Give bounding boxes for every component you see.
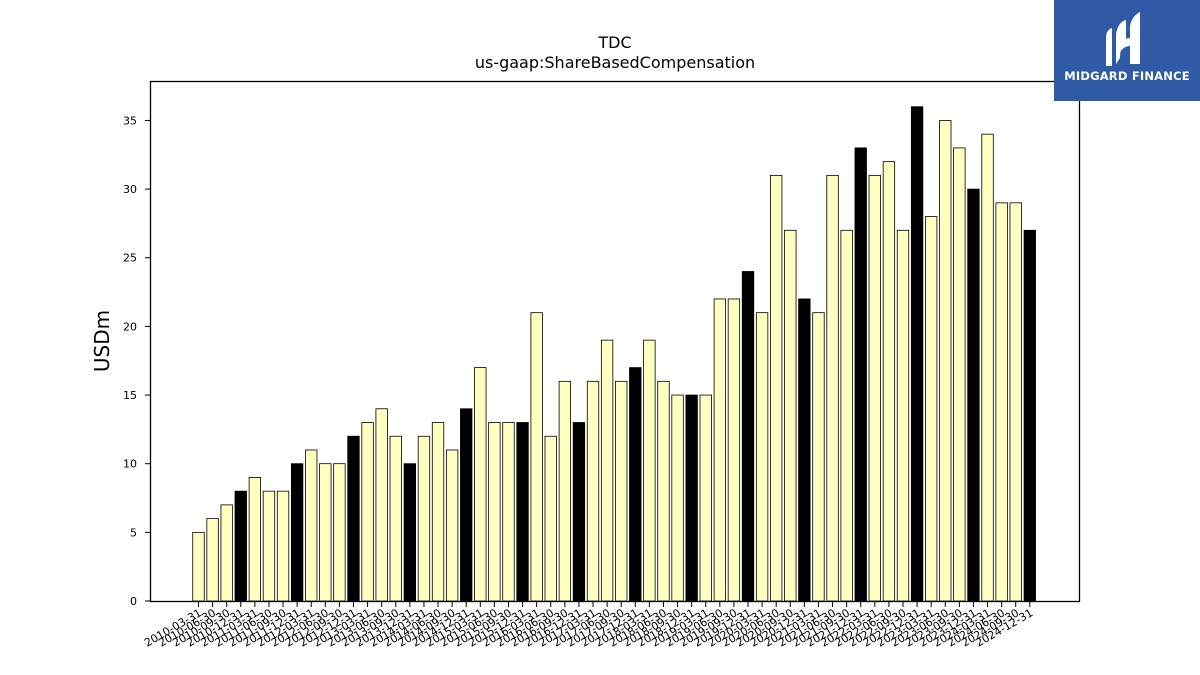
bar-2019-03-31 xyxy=(699,394,712,602)
bar-2012-12-31 xyxy=(347,435,360,602)
bar-2020-09-30 xyxy=(784,229,797,602)
bar-2021-09-30 xyxy=(840,229,853,602)
bar-2024-06-30 xyxy=(995,202,1008,602)
bar-2018-12-31 xyxy=(685,394,698,602)
bar-2011-03-31 xyxy=(248,477,262,602)
bar-2018-06-30 xyxy=(657,380,670,602)
bar-2020-03-31 xyxy=(755,312,769,602)
bar-2013-06-30 xyxy=(375,408,388,602)
bar-2013-09-30 xyxy=(389,435,402,602)
bar-2014-03-31 xyxy=(417,435,431,602)
y-tick-label: 20 xyxy=(123,320,137,333)
bar-2016-12-31 xyxy=(572,422,586,602)
bar-2023-03-31 xyxy=(925,216,938,602)
bar-2022-03-31 xyxy=(868,174,881,602)
y-tick-label: 15 xyxy=(123,389,137,402)
bar-2011-12-31 xyxy=(290,463,304,602)
bar-2021-03-31 xyxy=(812,312,825,602)
bar-2010-03-31 xyxy=(192,531,205,602)
bars-group xyxy=(192,106,1036,602)
y-tick-label: 5 xyxy=(130,526,137,539)
bar-2013-12-31 xyxy=(403,463,417,602)
bar-2011-09-30 xyxy=(276,490,290,602)
bar-2017-06-30 xyxy=(600,339,614,602)
bar-2024-09-30 xyxy=(1009,202,1022,602)
bar-2013-03-31 xyxy=(361,422,374,602)
bar-2024-03-31 xyxy=(981,133,994,602)
bar-2014-06-30 xyxy=(431,422,445,602)
y-axis-label: USDm xyxy=(90,310,114,372)
bar-2024-12-31 xyxy=(1023,229,1036,602)
bar-2014-09-30 xyxy=(445,449,459,602)
logo-text: MIDGARD FINANCE xyxy=(1064,69,1190,83)
bar-2012-06-30 xyxy=(319,463,332,602)
bar-2016-06-30 xyxy=(544,435,557,602)
y-tick-label: 0 xyxy=(130,595,137,608)
bar-2015-09-30 xyxy=(502,422,515,602)
bar-2019-06-30 xyxy=(713,298,726,602)
midgard-finance-logo: MIDGARD FINANCE xyxy=(1054,0,1200,101)
bar-2023-06-30 xyxy=(939,120,952,602)
bar-2022-06-30 xyxy=(882,161,896,602)
bar-2022-12-31 xyxy=(910,106,924,602)
bar-2022-09-30 xyxy=(896,229,910,602)
bar-2010-12-31 xyxy=(234,490,247,602)
bar-2018-09-30 xyxy=(671,394,684,602)
bar-2021-06-30 xyxy=(826,174,839,602)
bar-2017-03-31 xyxy=(586,380,600,602)
bar-2016-03-31 xyxy=(530,312,543,602)
bar-2010-06-30 xyxy=(206,518,219,602)
bar-2010-09-30 xyxy=(220,504,233,602)
bar-2015-03-31 xyxy=(474,367,487,602)
chart-title: TDC xyxy=(597,33,631,52)
bar-2023-12-31 xyxy=(967,188,980,602)
bar-2021-12-31 xyxy=(854,147,867,602)
bar-2012-09-30 xyxy=(333,463,346,602)
y-tick-label: 30 xyxy=(123,183,137,196)
bar-2023-09-30 xyxy=(953,147,966,602)
logo-mark-icon xyxy=(1106,12,1140,66)
x-ticks-group: 2010-03-312010-06-302010-09-302010-12-31… xyxy=(142,601,1035,650)
bar-2015-06-30 xyxy=(488,422,501,602)
bar-2020-12-31 xyxy=(798,298,811,602)
y-ticks-group: 0 5 10 15 20 25 30 35 xyxy=(123,114,151,608)
bar-2020-06-30 xyxy=(770,174,783,602)
plot-frame xyxy=(149,80,1081,603)
bar-2015-12-31 xyxy=(516,422,529,602)
bar-2014-12-31 xyxy=(460,408,473,602)
bar-2012-03-31 xyxy=(305,449,318,602)
chart-subtitle: us-gaap:ShareBasedCompensation xyxy=(475,53,755,72)
bar-2016-09-30 xyxy=(558,380,571,602)
bar-2019-12-31 xyxy=(741,271,755,602)
bar-2011-06-30 xyxy=(262,490,276,602)
y-tick-label: 35 xyxy=(123,114,137,127)
bar-2017-09-30 xyxy=(615,380,628,602)
y-tick-label: 25 xyxy=(123,252,137,265)
bar-2018-03-31 xyxy=(643,339,656,602)
bar-2019-09-30 xyxy=(727,298,741,602)
y-tick-label: 10 xyxy=(123,458,137,471)
bar-2017-12-31 xyxy=(629,367,642,602)
